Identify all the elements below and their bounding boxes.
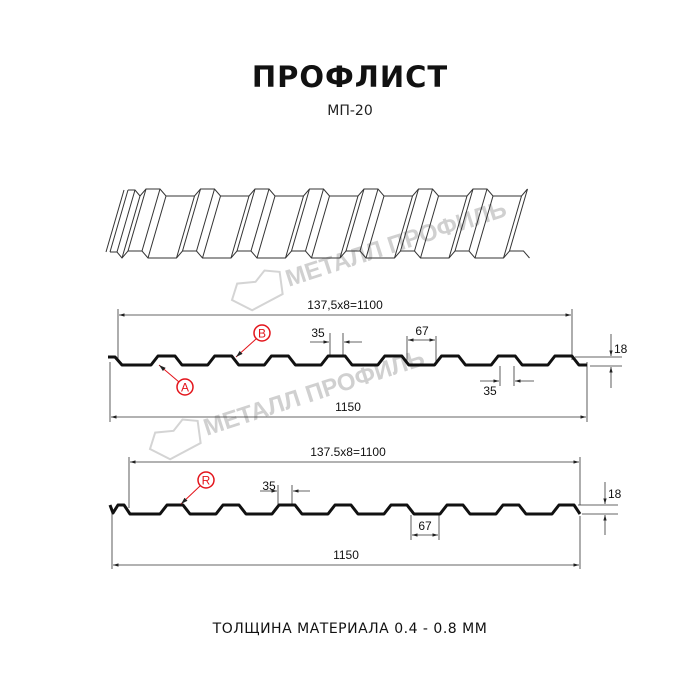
- sheet-fold-line: [256, 195, 276, 259]
- crest-top-label: 35: [262, 479, 276, 493]
- sheet-fold-line: [250, 188, 270, 252]
- profile-2-section: 137.5x8=1100 1150 35 67 18 R: [108, 445, 622, 569]
- sheet-fold-line: [474, 195, 494, 259]
- profile-1-section: 137,5х8=1100 1150 35 67 35 18 B A: [108, 298, 628, 422]
- callout-r-label: R: [202, 474, 211, 488]
- watermark-logo-1: МЕТАЛЛ ПРОФИЛЬ: [230, 196, 510, 312]
- sheet-fold-line: [394, 195, 413, 259]
- width-label: 1150: [333, 548, 359, 562]
- callout-r: R: [180, 471, 215, 505]
- sheet-fold-line: [339, 195, 359, 259]
- sheet-fold-line: [503, 195, 522, 259]
- rib-label: 67: [418, 519, 432, 533]
- sheet-fold-line: [454, 188, 474, 252]
- sheet-fold-line: [236, 188, 256, 252]
- sheet-edge: [128, 188, 528, 197]
- callout-a: A: [158, 364, 194, 396]
- sheet-fold-line: [176, 195, 195, 259]
- height-label: 18: [608, 487, 622, 501]
- material-thickness-note: ТОЛЩИНА МАТЕРИАЛА 0.4 - 0.8 ММ: [212, 621, 488, 637]
- sheet-fold-line: [202, 195, 221, 259]
- sheet-fold-line: [121, 195, 141, 259]
- sheet-perspective-drawing: [105, 188, 530, 259]
- callout-b-label: B: [258, 327, 266, 341]
- sheet-fold-line: [509, 188, 528, 252]
- page-title: ПРОФЛИСТ: [251, 60, 449, 94]
- callout-b: B: [235, 324, 271, 358]
- page-subtitle: МП-20: [327, 103, 373, 119]
- sheet-fold-line: [230, 195, 250, 259]
- sheet-fold-line: [365, 195, 385, 259]
- pitch-label: 137,5х8=1100: [307, 298, 383, 312]
- sheet-fold-line: [345, 188, 365, 252]
- sheet-fold-line: [448, 195, 468, 259]
- sheet-fold-line: [182, 188, 201, 252]
- sheet-fold-line: [116, 189, 136, 253]
- callout-a-label: A: [181, 381, 189, 395]
- trough-label: 35: [483, 384, 497, 398]
- sheet-fold-line: [420, 195, 439, 259]
- watermark-text: МЕТАЛЛ ПРОФИЛЬ: [282, 196, 510, 293]
- sheet-fold-line: [196, 188, 215, 252]
- width-label: 1150: [335, 400, 361, 414]
- crest-top-label: 35: [311, 326, 325, 340]
- sheet-fold-line: [127, 188, 147, 252]
- sheet-fold-line: [400, 188, 419, 252]
- sheet-fold-line: [414, 188, 433, 252]
- rib-label: 67: [415, 324, 429, 338]
- sheet-fold-line: [147, 195, 167, 259]
- sheet-fold-line: [311, 195, 330, 259]
- sheet-fold-line: [468, 188, 488, 252]
- watermark-logo-2: МЕТАЛЛ ПРОФИЛЬ: [148, 345, 428, 461]
- sheet-edge: [105, 189, 125, 253]
- sheet-fold-line: [359, 188, 379, 252]
- sheet-fold-line: [305, 188, 324, 252]
- height-label: 18: [614, 342, 628, 356]
- sheet-fold-line: [141, 188, 161, 252]
- sheet-edge: [110, 250, 530, 259]
- profile-2-outline: [108, 503, 582, 516]
- pitch-label: 137.5x8=1100: [310, 445, 386, 459]
- sheet-fold-line: [285, 195, 304, 259]
- sheet-fold-line: [109, 189, 129, 253]
- profile-1-outline: [108, 354, 587, 367]
- sheet-fold-line: [291, 188, 310, 252]
